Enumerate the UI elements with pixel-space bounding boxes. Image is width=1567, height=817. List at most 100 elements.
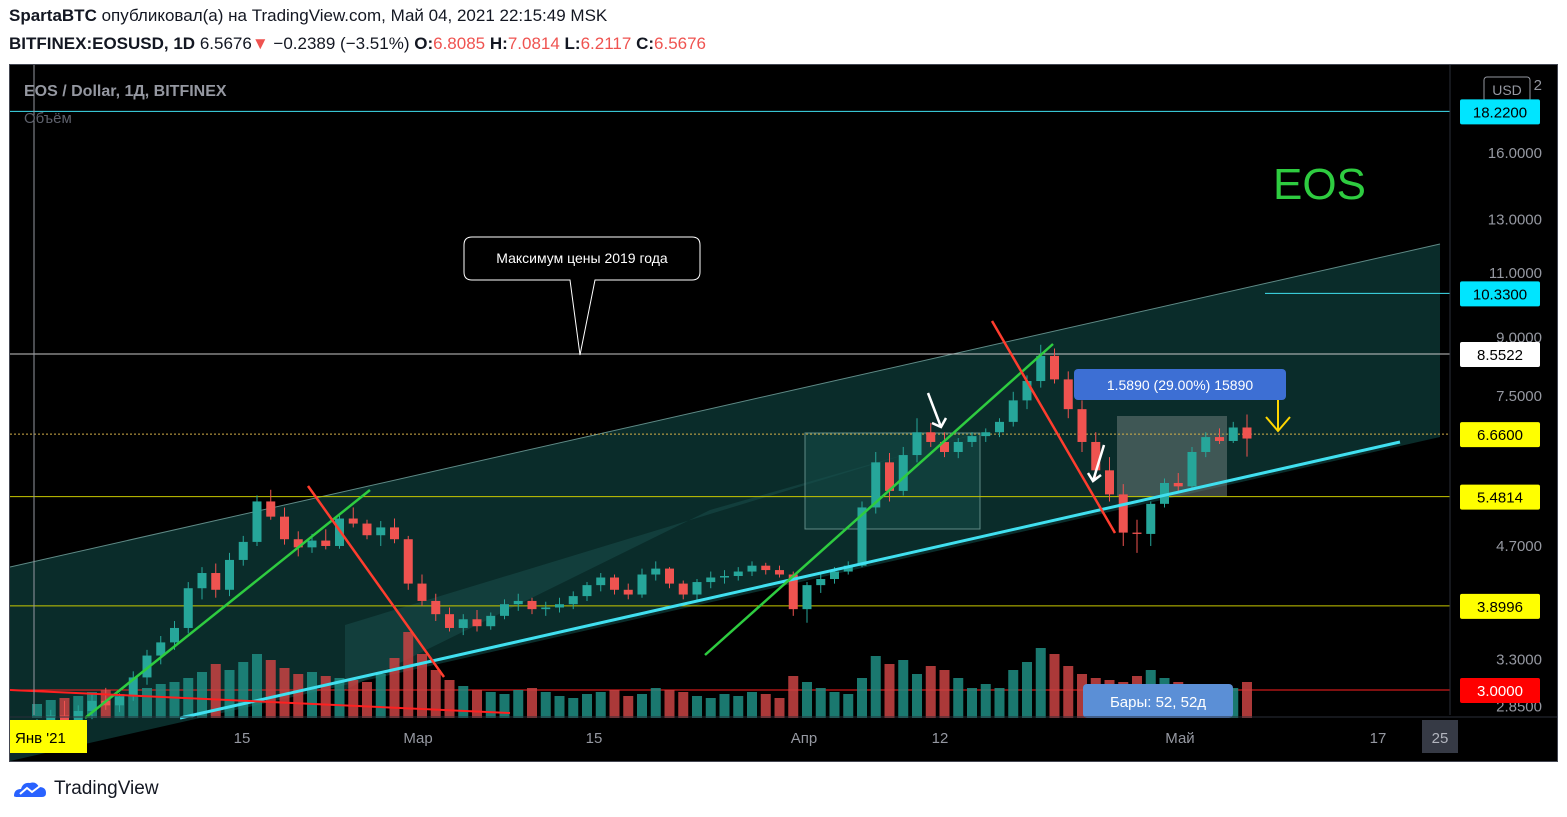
price-tag-label: 10.3300 [1473, 286, 1527, 303]
price-tag-bg [1460, 593, 1540, 619]
candle-body [403, 539, 413, 584]
volume-bar [334, 678, 345, 718]
price-change: −0.2389 (−3.51%) [273, 34, 410, 53]
candle-body [1187, 451, 1197, 487]
candle-body [555, 604, 564, 608]
candle-body [637, 574, 647, 595]
y-tick-label: 16.0000 [1488, 145, 1542, 162]
candle [1228, 421, 1238, 443]
volume-bar [568, 698, 579, 718]
volume-bar [389, 658, 400, 718]
volume-bar [980, 684, 991, 718]
uptrend-line-1 [84, 489, 371, 719]
volume-bar [595, 692, 606, 718]
candle-body [568, 596, 578, 605]
volume-bar [857, 678, 867, 718]
price-tag-label: 3.8996 [1477, 599, 1523, 616]
volume-bar [1049, 654, 1060, 718]
candle [802, 582, 812, 623]
volume-bar [637, 694, 647, 718]
volume-bar [375, 674, 386, 718]
arrow-down-icon [926, 392, 948, 429]
candle-body [362, 523, 372, 536]
candle [1132, 519, 1142, 553]
candle-body [1118, 494, 1128, 533]
volume-bar [485, 692, 496, 718]
candle-body [665, 568, 674, 584]
candle [101, 687, 111, 710]
candle-body [1050, 355, 1059, 380]
volume-bar [293, 674, 304, 718]
x-tick-label: 15 [586, 730, 603, 747]
volume-bar [320, 676, 331, 718]
uptrend-line-2 [704, 343, 1054, 656]
candle [885, 453, 894, 502]
candle-body [830, 571, 839, 580]
candle-body [445, 614, 454, 628]
candle-body [486, 615, 496, 627]
volume-bar [307, 672, 317, 718]
candle [1063, 371, 1073, 419]
y-tick-label: 4.7000 [1496, 538, 1542, 555]
candle-body [816, 579, 826, 586]
chart-big-label: EOS [1273, 160, 1366, 209]
volume-bar [870, 656, 881, 718]
candle-body [73, 710, 83, 722]
measure-box [1117, 416, 1227, 497]
volume-bar [609, 690, 620, 718]
volume-bar [967, 688, 977, 718]
price-tag-label: 8.5522 [1477, 347, 1523, 364]
candle-body [610, 577, 619, 590]
x-tick-label: 12 [932, 730, 949, 747]
candle-body [238, 541, 248, 560]
candle-body [981, 432, 991, 437]
candle-body [390, 527, 399, 540]
y-tick-label: 11.0000 [1489, 265, 1542, 282]
high-value: 7.0814 [507, 34, 560, 53]
volume-bar [252, 654, 262, 718]
candle-body [775, 570, 784, 575]
volume-bar [1035, 648, 1046, 718]
candle-body [156, 642, 166, 656]
price-tag-bg [1460, 484, 1540, 510]
candle [747, 561, 757, 577]
volume-bar [1077, 674, 1087, 718]
price-tag-bg [1460, 341, 1540, 367]
measure-label: 1.5890 (29.00%) 15890 [1107, 377, 1254, 393]
candle [816, 574, 826, 593]
x-tick-label: Янв '21 [15, 730, 66, 747]
volume-bar [444, 680, 455, 718]
candle [733, 567, 743, 581]
volume-bar [155, 684, 166, 718]
candle [1215, 428, 1224, 444]
candle [940, 432, 949, 458]
y-tick-label: 7.5000 [1496, 388, 1542, 405]
candle-body [1132, 532, 1142, 534]
candle-body [720, 576, 729, 578]
close-value: 6.5676 [654, 34, 707, 53]
volume-bar [912, 674, 922, 718]
candle-body [101, 700, 111, 706]
volume-bar [238, 662, 249, 718]
candle-body [1063, 379, 1073, 410]
price-chart[interactable]: EOS / Dollar, 1Д, BITFINEX Объём EOS Максим… [10, 65, 1557, 761]
candle-body [211, 573, 221, 590]
brand-name: TradingView [54, 778, 159, 799]
candle-body [197, 573, 207, 589]
volume-bar [623, 696, 634, 718]
downtrend-line-2 [990, 320, 1117, 534]
candle [293, 531, 303, 557]
close-label: C: [636, 34, 655, 53]
volume-bar [994, 688, 1005, 718]
candle-body [87, 700, 97, 711]
candle [1187, 446, 1197, 490]
candle [238, 535, 248, 566]
candle-body [788, 574, 798, 610]
chart-frame[interactable]: EOS / Dollar, 1Д, BITFINEX Объём EOS Максим… [9, 64, 1558, 762]
y-tick-label: 3.3000 [1496, 651, 1542, 668]
candle [527, 597, 537, 615]
candle [417, 574, 427, 606]
volume-bar [829, 692, 840, 718]
candle-body [857, 507, 867, 566]
candle [1160, 478, 1169, 508]
